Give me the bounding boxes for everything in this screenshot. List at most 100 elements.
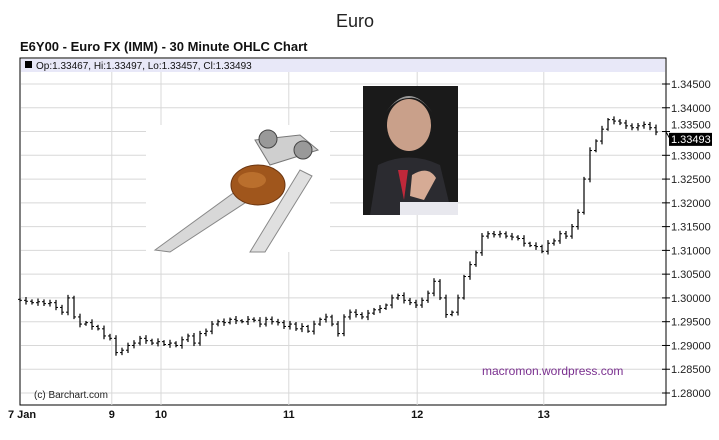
y-tick-label: 1.32500 bbox=[671, 174, 711, 186]
ohlc-bar bbox=[540, 244, 544, 254]
portrait-image bbox=[363, 86, 458, 215]
ohlc-bar bbox=[558, 230, 562, 244]
ohlc-bar bbox=[276, 318, 280, 326]
ohlc-bar bbox=[240, 319, 244, 324]
ohlc-bar bbox=[594, 139, 598, 153]
ohlc-bar bbox=[624, 119, 628, 129]
ohlc-bar bbox=[180, 336, 184, 349]
ohlc-bar bbox=[522, 235, 526, 247]
ohlc-bar bbox=[324, 313, 328, 323]
ohlc-bar bbox=[114, 335, 118, 356]
y-tick-label: 1.30000 bbox=[671, 293, 711, 305]
y-tick-label: 1.29000 bbox=[671, 340, 711, 352]
ohlc-bar bbox=[66, 294, 70, 316]
ohlc-bar bbox=[336, 321, 340, 337]
ohlc-bar bbox=[30, 299, 34, 305]
ohlc-bar bbox=[492, 230, 496, 238]
ohlc-bar bbox=[246, 316, 250, 325]
ohlc-bar bbox=[126, 342, 130, 354]
ohlc-bar bbox=[108, 333, 112, 341]
ohlc-bar bbox=[426, 290, 430, 303]
ohlc-bar bbox=[528, 241, 532, 248]
ohlc-bar bbox=[456, 294, 460, 316]
ohlc-readout: Op:1.33467, Hi:1.33497, Lo:1.33457, Cl:1… bbox=[36, 61, 252, 72]
ohlc-bar bbox=[24, 296, 28, 305]
x-tick-label: 11 bbox=[283, 409, 295, 421]
ohlc-bar bbox=[606, 118, 610, 131]
x-tick-label: 9 bbox=[109, 409, 115, 421]
ohlc-bar bbox=[312, 320, 316, 335]
ohlc-bar bbox=[300, 323, 304, 333]
ohlc-bar bbox=[354, 309, 358, 318]
last-price-badge bbox=[669, 132, 712, 146]
ohlc-bar bbox=[504, 231, 508, 239]
ohlc-bar bbox=[264, 316, 268, 327]
ohlc-bar bbox=[48, 299, 52, 307]
y-tick-label: 1.33000 bbox=[671, 150, 711, 162]
ohlc-bar bbox=[294, 322, 298, 331]
watermark-label: macromon.wordpress.com bbox=[482, 364, 623, 378]
ohlc-bar bbox=[222, 318, 226, 326]
ohlc-bar bbox=[402, 292, 406, 304]
ohlc-bar bbox=[258, 317, 262, 328]
ohlc-bar bbox=[576, 209, 580, 230]
ohlc-bar bbox=[396, 293, 400, 300]
ohlc-bar bbox=[564, 231, 568, 239]
ohlc-bar bbox=[318, 317, 322, 326]
ohlc-bar bbox=[156, 338, 160, 347]
ohlc-bar bbox=[144, 335, 148, 344]
ohlc-readout-bar bbox=[21, 59, 665, 72]
ohlc-bar bbox=[90, 319, 94, 330]
ohlc-bar bbox=[204, 328, 208, 337]
ohlc-bar bbox=[270, 316, 274, 325]
ohlc-bar bbox=[612, 116, 616, 125]
ohlc-bar bbox=[462, 274, 466, 300]
ohlc-bar bbox=[546, 240, 550, 255]
ohlc-bar bbox=[132, 340, 136, 349]
ohlc-bar bbox=[630, 123, 634, 131]
ohlc-bar bbox=[54, 299, 58, 311]
last-price-label: 1.33493 bbox=[671, 134, 711, 146]
y-tick-label: 1.31000 bbox=[671, 245, 711, 257]
y-tick-label: 1.32000 bbox=[671, 198, 711, 210]
ohlc-bar bbox=[474, 250, 478, 267]
ohlc-bar bbox=[192, 332, 196, 347]
y-tick-label: 1.31500 bbox=[671, 222, 711, 234]
ohlc-bar bbox=[420, 297, 424, 308]
ohlc-bar bbox=[228, 317, 232, 325]
ohlc-bar bbox=[84, 320, 88, 326]
ohlc-bar bbox=[102, 325, 106, 340]
ohlc-bar bbox=[306, 324, 310, 333]
ohlc-bar bbox=[138, 335, 142, 346]
ohlc-bar bbox=[168, 339, 172, 348]
series-marker-icon bbox=[25, 61, 32, 68]
ohlc-bar bbox=[348, 309, 352, 320]
ohlc-bar bbox=[216, 319, 220, 327]
ohlc-bar bbox=[372, 307, 376, 315]
ohlc-bar bbox=[384, 303, 388, 310]
ohlc-bar bbox=[36, 298, 40, 306]
ohlc-bar bbox=[486, 231, 490, 239]
chart-title: Euro bbox=[336, 11, 374, 31]
chart-subtitle: E6Y00 - Euro FX (IMM) - 30 Minute OHLC C… bbox=[20, 39, 308, 54]
ohlc-bar bbox=[120, 347, 124, 356]
ohlc-bar bbox=[450, 310, 454, 317]
ohlc-bar bbox=[378, 305, 382, 314]
ohlc-bar bbox=[288, 320, 292, 330]
y-tick-label: 1.33500 bbox=[671, 120, 711, 132]
ohlc-bar bbox=[588, 147, 592, 183]
ohlc-bar bbox=[414, 299, 418, 308]
ohlc-bar bbox=[252, 317, 256, 323]
ohlc-bar bbox=[552, 238, 556, 246]
ohlc-bar bbox=[282, 320, 286, 329]
ohlc-bar bbox=[72, 295, 76, 320]
x-tick-label: 13 bbox=[538, 409, 550, 421]
ohlc-bar bbox=[618, 118, 622, 126]
ohlc-bar bbox=[366, 309, 370, 321]
x-tick-label: 12 bbox=[411, 409, 423, 421]
ohlc-bar bbox=[150, 338, 154, 346]
y-tick-label: 1.34000 bbox=[671, 103, 711, 115]
y-tick-label: 1.28500 bbox=[671, 364, 711, 376]
y-tick-label: 1.30500 bbox=[671, 269, 711, 281]
ohlc-bar bbox=[480, 233, 484, 256]
